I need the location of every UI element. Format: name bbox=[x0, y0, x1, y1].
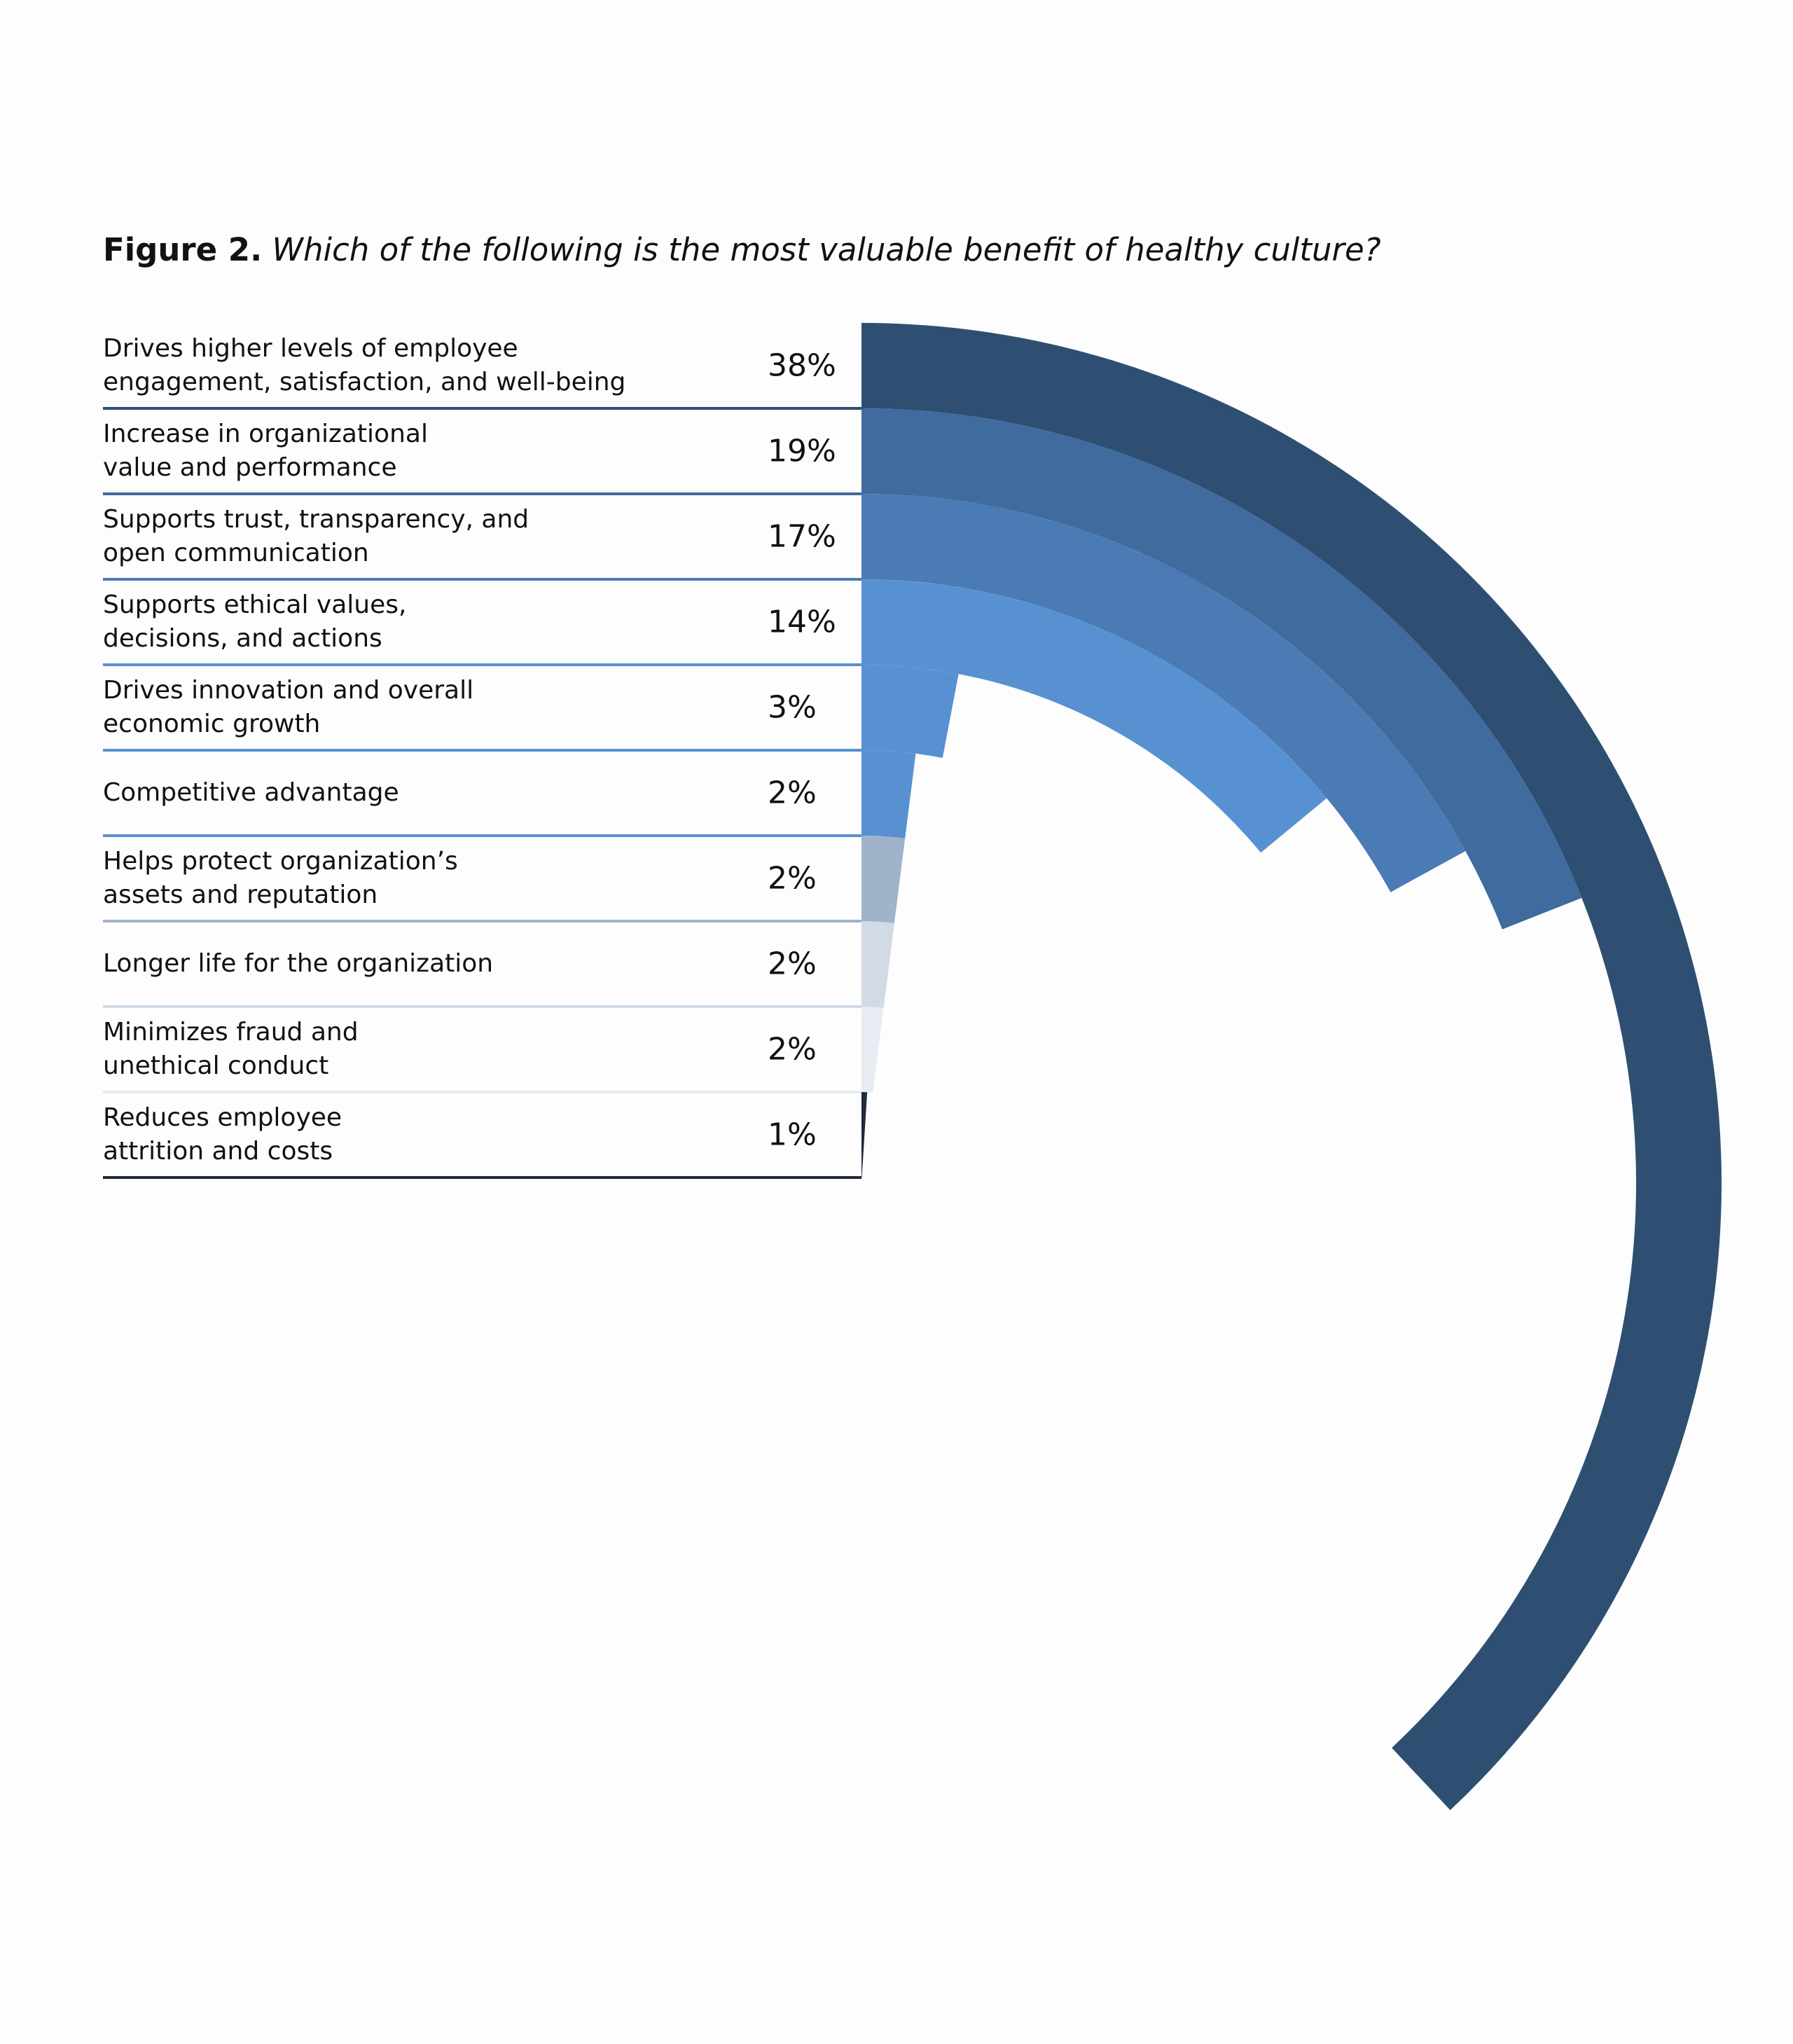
bar bbox=[861, 836, 906, 923]
bar bbox=[861, 1092, 868, 1178]
value-label: 2% bbox=[768, 775, 817, 811]
value-label: 19% bbox=[768, 433, 836, 469]
value-label: 2% bbox=[768, 946, 817, 982]
category-label: Helps protect organization’s assets and … bbox=[103, 847, 458, 909]
bar bbox=[861, 750, 916, 838]
category-label: Drives innovation and overall economic g… bbox=[103, 676, 474, 738]
value-label: 2% bbox=[768, 1031, 817, 1068]
category-label: Reduces employee attrition and costs bbox=[103, 1103, 342, 1166]
title-question: Which of the following is the most valua… bbox=[272, 231, 1381, 268]
bar bbox=[861, 1007, 884, 1093]
category-label: Supports ethical values, decisions, and … bbox=[103, 591, 407, 653]
category-label: Competitive advantage bbox=[103, 778, 399, 807]
bar bbox=[861, 408, 1582, 930]
value-label: 14% bbox=[768, 604, 836, 640]
bar bbox=[861, 579, 1327, 853]
title-figure: Figure 2. bbox=[103, 231, 263, 268]
chart-title: Figure 2. Which of the following is the … bbox=[103, 231, 1381, 268]
category-label: Longer life for the organization bbox=[103, 949, 494, 978]
category-label: Drives higher levels of employee engagem… bbox=[103, 334, 626, 396]
category-label: Supports trust, transparency, and open c… bbox=[103, 505, 529, 567]
bar bbox=[861, 323, 1722, 1811]
bar bbox=[861, 921, 894, 1008]
category-label: Minimizes fraud and unethical conduct bbox=[103, 1018, 359, 1080]
bar bbox=[861, 665, 959, 758]
bar bbox=[861, 494, 1466, 892]
value-label: 3% bbox=[768, 689, 817, 726]
value-label: 38% bbox=[768, 347, 836, 384]
value-label: 2% bbox=[768, 860, 817, 897]
value-label: 17% bbox=[768, 518, 836, 555]
category-label: Increase in organizational value and per… bbox=[103, 420, 428, 482]
value-label: 1% bbox=[768, 1117, 817, 1153]
